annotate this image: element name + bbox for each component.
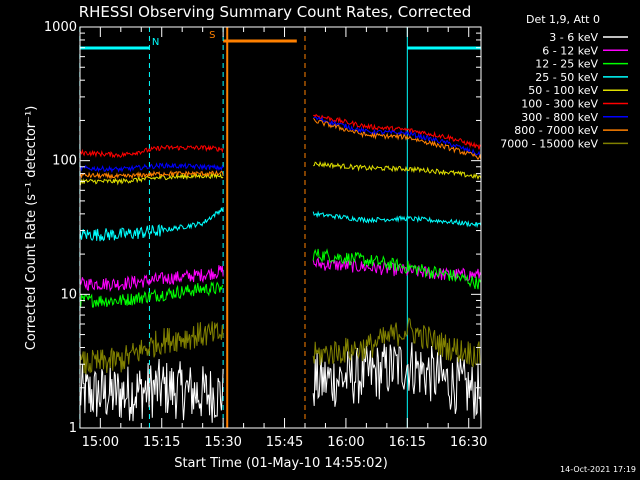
- y-tick-label: 1: [69, 421, 77, 436]
- legend-header: Det 1,9, Att 0: [526, 13, 600, 26]
- legend-label-0: 3 - 6 keV: [549, 31, 598, 44]
- series-4-seg2: [313, 160, 482, 181]
- y-tick-label: 10: [60, 287, 77, 302]
- series-3-seg1: [79, 207, 224, 242]
- series-6-seg2: [313, 116, 482, 158]
- series-4-seg1: [79, 172, 224, 186]
- y-axis-title: Corrected Count Rate (s⁻¹ detector⁻¹): [24, 106, 39, 351]
- x-tick-label: 15:45: [266, 435, 303, 450]
- series-6-seg1: [79, 162, 224, 174]
- legend-label-5: 100 - 300 keV: [521, 98, 598, 111]
- series-0-seg2: [312, 342, 482, 421]
- x-tick-label: 15:15: [143, 435, 180, 450]
- legend-label-4: 50 - 100 keV: [528, 84, 598, 97]
- series-5-seg2: [313, 113, 482, 150]
- series-2-seg2: [312, 248, 482, 290]
- x-tick-label: 16:15: [389, 435, 426, 450]
- axes: 1 10 100 1000 15:00 15:15 15:30 15:45 16:00 16:15…: [44, 20, 488, 450]
- chart-title: RHESSI Observing Summary Count Rates, Co…: [79, 3, 472, 21]
- legend-label-2: 12 - 25 keV: [535, 58, 598, 71]
- legend-label-8: 7000 - 15000 keV: [500, 137, 598, 150]
- legend-label-7: 800 - 7000 keV: [514, 124, 598, 137]
- x-tick-label: 15:00: [82, 435, 119, 450]
- legend-label-3: 25 - 50 keV: [535, 71, 598, 84]
- legend-label-6: 300 - 800 keV: [521, 111, 598, 124]
- flag-label-s: S: [209, 30, 215, 41]
- x-tick-label: 16:30: [450, 435, 487, 450]
- x-tick-label: 16:00: [327, 435, 364, 450]
- plot-area: NS: [79, 27, 482, 428]
- series-3-seg2: [312, 210, 482, 229]
- series-1-seg1: [79, 265, 224, 293]
- timestamp: 14-Oct-2021 17:19: [560, 465, 636, 474]
- y-tick-label: 100: [52, 154, 77, 169]
- series-0-seg1: [79, 358, 224, 423]
- flag-label-n: N: [152, 37, 159, 48]
- x-tick-label: 15:30: [204, 435, 241, 450]
- series-2-seg1: [79, 281, 224, 308]
- plot-frame: [79, 26, 482, 429]
- series-8-seg2: [312, 317, 482, 368]
- legend-label-1: 6 - 12 keV: [542, 44, 598, 57]
- series-5-seg1: [79, 144, 224, 159]
- y-tick-label: 1000: [44, 20, 77, 35]
- x-axis-title: Start Time (01-May-10 14:55:02): [174, 456, 388, 471]
- series-7-seg1: [79, 169, 224, 180]
- series-8-seg1: [79, 321, 224, 375]
- series-7-seg2: [312, 118, 482, 161]
